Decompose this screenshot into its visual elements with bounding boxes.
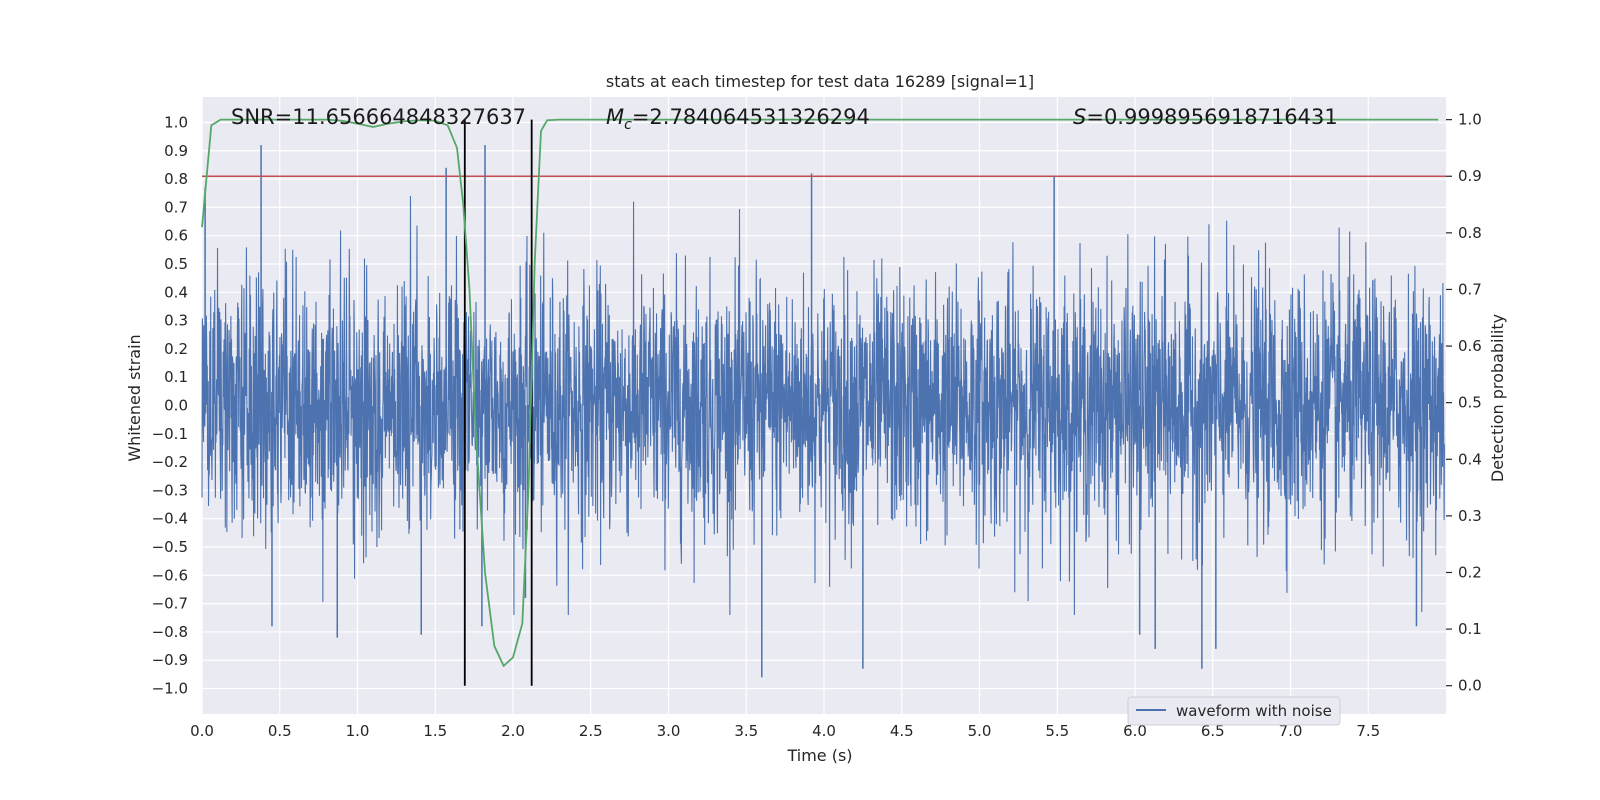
y-tick-label: 1.0 <box>164 113 188 131</box>
y-tick-label: −0.9 <box>152 651 188 669</box>
waveform-line <box>201 196 1445 615</box>
y2-tick-label: 0.3 <box>1458 507 1482 525</box>
y2-axis-ticks: 0.0 0.1 0.2 0.3 0.4 0.5 0.6 0.7 0.8 0.9 1.0 <box>1446 111 1482 695</box>
score-symbol: S <box>1073 105 1086 129</box>
y-tick-label: 0.9 <box>164 142 188 160</box>
x-tick-label: 3.5 <box>734 722 758 740</box>
y-axis-label: Whitened strain <box>125 334 144 461</box>
chirp-mass-value: =2.784064531326294 <box>632 105 870 129</box>
score-value: =0.9998956918716431 <box>1086 105 1337 129</box>
x-tick-label: 2.0 <box>501 722 525 740</box>
y-tick-label: 0.1 <box>164 368 188 386</box>
x-tick-label: 4.0 <box>812 722 836 740</box>
legend-label: waveform with noise <box>1176 702 1332 720</box>
x-tick-label: 5.0 <box>968 722 992 740</box>
waveform-peaks <box>204 145 1418 678</box>
x-axis-label: Time (s) <box>786 746 852 765</box>
chirp-mass-subscript: c <box>624 117 632 133</box>
y2-tick-label: 0.1 <box>1458 620 1482 638</box>
waveform-series <box>201 145 1445 678</box>
x-tick-label: 0.0 <box>190 722 214 740</box>
y-tick-label: −0.5 <box>152 538 188 556</box>
x-tick-label: 0.5 <box>268 722 292 740</box>
x-tick-label: 1.0 <box>346 722 370 740</box>
x-tick-label: 7.5 <box>1356 722 1380 740</box>
y2-tick-label: 0.7 <box>1458 280 1482 298</box>
chirp-mass-annotation: Mc=2.784064531326294 <box>606 105 870 133</box>
y-tick-label: −0.7 <box>152 595 188 613</box>
y2-tick-label: 0.5 <box>1458 394 1482 412</box>
x-tick-label: 6.0 <box>1123 722 1147 740</box>
x-tick-label: 1.5 <box>423 722 447 740</box>
y-tick-label: −0.3 <box>152 481 188 499</box>
probability-series <box>201 118 1439 668</box>
y-tick-label: −0.8 <box>152 623 188 641</box>
score-annotation: S=0.9998956918716431 <box>1073 105 1338 129</box>
x-tick-label: 3.0 <box>657 722 681 740</box>
y-tick-label: 0.7 <box>164 198 188 216</box>
y-tick-label: −1.0 <box>152 680 188 698</box>
y2-tick-label: 0.2 <box>1458 563 1482 581</box>
y-tick-label: −0.6 <box>152 566 188 584</box>
y2-tick-label: 1.0 <box>1458 111 1482 129</box>
y-tick-label: 0.2 <box>164 340 188 358</box>
y2-axis-label: Detection probability <box>1488 314 1507 482</box>
x-axis-ticks: 0.0 0.5 1.0 1.5 2.0 2.5 3.0 3.5 4.0 4.5 5.0 5.5 6.0 6… <box>190 722 1380 740</box>
y2-tick-label: 0.8 <box>1458 224 1482 242</box>
y2-tick-label: 0.6 <box>1458 337 1482 355</box>
y-tick-label: −0.4 <box>152 510 188 528</box>
y2-tick-label: 0.4 <box>1458 450 1482 468</box>
chirp-mass-symbol: M <box>606 105 624 129</box>
y-tick-label: 0.8 <box>164 170 188 188</box>
y2-tick-label: 0.0 <box>1458 677 1482 695</box>
y2-tick-label: 0.9 <box>1458 167 1482 185</box>
y-axis-ticks: −1.0 −0.9 −0.8 −0.7 −0.6 −0.5 −0.4 −0.3 −0.2 −0.1… <box>152 113 188 697</box>
y-tick-label: 0.5 <box>164 255 188 273</box>
x-tick-label: 2.5 <box>579 722 603 740</box>
y-tick-label: 0.6 <box>164 227 188 245</box>
legend-box <box>1127 696 1341 726</box>
chart-title: stats at each timestep for test data 162… <box>606 72 1034 91</box>
probability-line <box>201 118 1439 668</box>
y-tick-label: −0.2 <box>152 453 188 471</box>
x-tick-label: 7.0 <box>1279 722 1303 740</box>
y-tick-label: 0.0 <box>164 397 188 415</box>
snr-annotation: SNR=11.656664848327637 <box>231 105 526 129</box>
x-tick-label: 6.5 <box>1201 722 1225 740</box>
legend: waveform with noise <box>1127 696 1341 726</box>
y-tick-label: −0.1 <box>152 425 188 443</box>
y-tick-label: 0.3 <box>164 312 188 330</box>
x-tick-label: 4.5 <box>890 722 914 740</box>
y-tick-label: 0.4 <box>164 283 188 301</box>
x-tick-label: 5.5 <box>1045 722 1069 740</box>
